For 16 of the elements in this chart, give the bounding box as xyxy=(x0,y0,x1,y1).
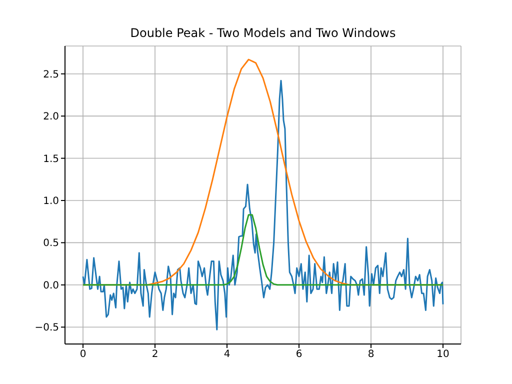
x-tick-label: 4 xyxy=(224,349,230,360)
chart-title: Double Peak - Two Models and Two Windows xyxy=(129,26,397,40)
y-tick-label: 1.0 xyxy=(43,196,59,208)
x-tick-label: 10 xyxy=(436,349,450,360)
y-tick-label: 0.5 xyxy=(43,238,59,250)
x-tick-label: 0 xyxy=(80,349,86,360)
y-tick-label: 1.5 xyxy=(43,154,59,165)
x-tick-label: 2 xyxy=(152,349,158,360)
y-tick-label: 2.0 xyxy=(43,112,59,123)
y-tick-label: −0.5 xyxy=(34,322,59,334)
x-tick-label: 8 xyxy=(368,349,374,360)
x-tick-label: 6 xyxy=(296,349,302,360)
line-series xyxy=(82,214,444,286)
y-tick-label: 0.0 xyxy=(43,280,59,292)
y-tick-label: 2.5 xyxy=(43,69,59,80)
line-series xyxy=(82,80,444,330)
